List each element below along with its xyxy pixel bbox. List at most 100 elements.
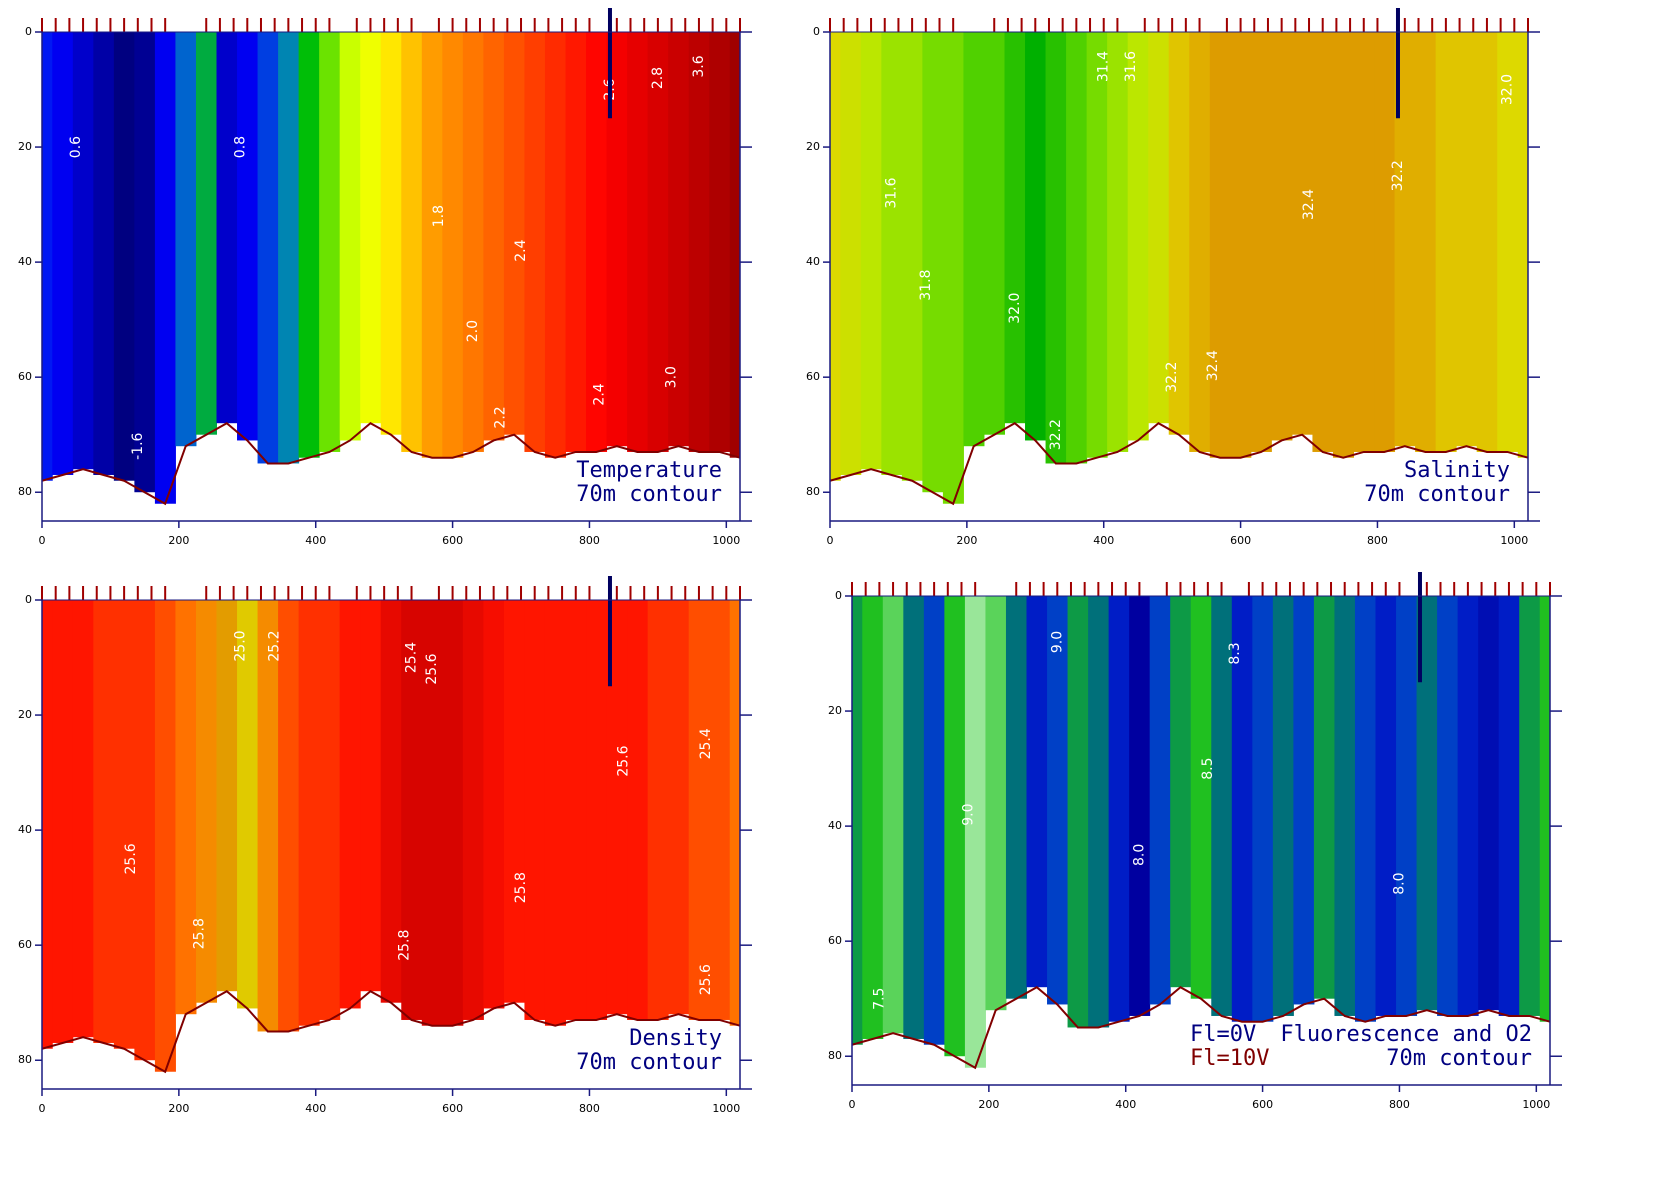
y-tick-label: 0 <box>813 25 820 38</box>
field-strip <box>586 600 608 1020</box>
field-strip <box>134 600 156 1061</box>
field-strip <box>134 32 156 493</box>
contour-label: 2.4 <box>592 383 608 405</box>
field-strip <box>1291 32 1313 435</box>
field-strip <box>462 32 484 452</box>
field-strip <box>1190 596 1212 999</box>
field-strip <box>1271 32 1293 441</box>
contour-label: 7.5 <box>871 988 887 1010</box>
contour-label: 8.0 <box>1391 873 1407 895</box>
field-strip <box>668 32 690 447</box>
y-tick-label: 80 <box>828 1049 842 1062</box>
field-strip <box>1415 32 1437 452</box>
panel: 25.0 25.2 25.4 25.625.825.825.625.425.625.6… <box>18 576 752 1115</box>
x-tick-label: 400 <box>305 1102 326 1115</box>
x-tick-label: 0 <box>827 534 834 547</box>
contour-label: 25.0 <box>232 630 248 661</box>
x-tick-label: 200 <box>956 534 977 547</box>
field-strip <box>544 32 566 458</box>
field-strip <box>175 600 197 1015</box>
y-tick-label: 60 <box>18 938 32 951</box>
field-strip <box>237 32 259 441</box>
x-tick-label: 800 <box>579 534 600 547</box>
field-strip <box>195 600 217 1003</box>
field-strip <box>442 600 464 1026</box>
x-tick-label: 0 <box>849 1098 856 1111</box>
field-strip <box>922 32 944 493</box>
field-strip <box>688 600 710 1020</box>
field-strip <box>1004 32 1026 424</box>
field-strip <box>882 596 904 1034</box>
x-tick-label: 600 <box>1252 1098 1273 1111</box>
x-tick-label: 1000 <box>1522 1098 1550 1111</box>
field-strip <box>688 32 710 452</box>
field-strip <box>113 600 135 1049</box>
field-strip <box>298 32 320 458</box>
x-tick-label: 800 <box>579 1102 600 1115</box>
field-strip <box>1066 32 1088 464</box>
field-strip <box>1435 32 1457 452</box>
field-strip <box>1539 596 1551 1022</box>
field-strip <box>729 600 741 1026</box>
field-strip <box>319 600 341 1020</box>
x-tick-label: 800 <box>1367 534 1388 547</box>
contour-label: 25.4 <box>404 642 420 673</box>
field-strip <box>1332 32 1354 458</box>
field-strip <box>1354 596 1376 1022</box>
x-tick-label: 400 <box>1115 1098 1136 1111</box>
field-strip <box>1168 32 1190 435</box>
contour-label: 32.2 <box>1390 160 1406 191</box>
field-strip <box>421 32 443 458</box>
field-strip <box>1231 596 1253 1022</box>
panel: 2.62.83.63.02.42.22.01.80.60.8-1.62.4020… <box>18 8 752 547</box>
field-strip <box>647 32 669 452</box>
field-strip <box>360 600 382 992</box>
field-strip <box>586 32 608 452</box>
field-strip <box>1374 32 1396 452</box>
y-tick-label: 80 <box>18 485 32 498</box>
field-strip <box>627 32 649 452</box>
field-strip <box>963 32 985 447</box>
y-tick-label: 40 <box>18 255 32 268</box>
field-strip <box>1497 32 1519 452</box>
field-strip <box>503 600 525 1003</box>
bottom-profile <box>829 421 1529 506</box>
contour-label: 32.4 <box>1205 350 1221 381</box>
field-strip <box>830 32 841 481</box>
field-strip <box>1396 596 1418 1016</box>
field-strip <box>1313 596 1335 999</box>
field-strip <box>985 596 1007 1011</box>
x-tick-label: 600 <box>1230 534 1251 547</box>
field-strip <box>881 32 903 475</box>
field-strip <box>923 596 945 1045</box>
contour-label: 31.6 <box>1123 51 1139 82</box>
field-strip <box>216 600 238 992</box>
panel: 32.0 32.2 32.4 31.4 31.6 31.6 31.8 32.0 32.2 32.4… <box>806 8 1540 547</box>
y-tick-label: 40 <box>806 255 820 268</box>
bottom-profile <box>851 985 1551 1070</box>
field-strip <box>1293 596 1315 1005</box>
field-strip <box>52 600 74 1043</box>
annotation: 70m contour <box>1386 1046 1532 1071</box>
field-strip <box>1127 32 1149 441</box>
contour-label: 25.8 <box>397 930 413 961</box>
contour-label: 2.0 <box>465 320 481 342</box>
field-strip <box>503 32 525 435</box>
field-strip <box>42 600 53 1049</box>
field-strip <box>421 600 443 1026</box>
annotation: 70m contour <box>576 482 722 507</box>
field-strip <box>1025 32 1047 441</box>
x-tick-label: 200 <box>978 1098 999 1111</box>
field-strip <box>72 32 94 470</box>
field-strip <box>668 600 690 1015</box>
field-strip <box>860 32 882 470</box>
field-strip <box>1250 32 1272 452</box>
field-strip <box>1498 596 1520 1016</box>
field-strip <box>1107 32 1129 452</box>
contour-label: 32.4 <box>1301 189 1317 220</box>
field-strip <box>1252 596 1274 1022</box>
annotation: Density <box>629 1026 722 1051</box>
x-tick-label: 400 <box>1093 534 1114 547</box>
field-strip <box>216 32 238 424</box>
